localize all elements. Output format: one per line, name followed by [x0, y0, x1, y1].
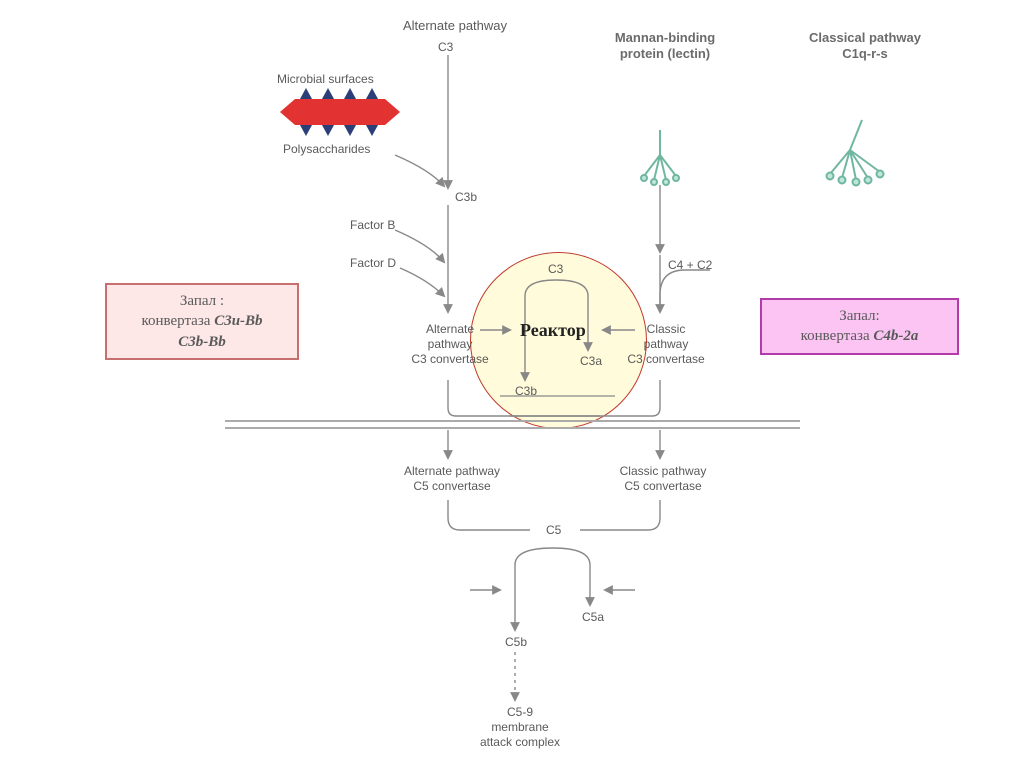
label-c3b-mid: C3b [515, 384, 537, 399]
diagram-svg [0, 0, 1024, 767]
label-c3-top: C3 [438, 40, 453, 55]
label-microbial: Microbial surfaces [277, 72, 374, 87]
box-right-zapal: Запал: конвертаза C4b-2a [760, 298, 959, 355]
label-mac: C5-9 membrane attack complex [470, 705, 570, 750]
label-c5: C5 [546, 523, 561, 538]
label-c3-mid: C3 [548, 262, 563, 277]
header-classical: Classical pathway C1q-r-s [780, 30, 950, 63]
label-classic-c5-convertase: Classic pathway C5 convertase [608, 464, 718, 494]
label-c3b: C3b [455, 190, 477, 205]
label-c5a: C5a [582, 610, 604, 625]
label-factor-d: Factor D [350, 256, 396, 271]
label-alt-c5-convertase: Alternate pathway C5 convertase [392, 464, 512, 494]
box-left-em1: C3u-Bb [214, 313, 262, 329]
box-right-line1: Запал: [839, 308, 879, 324]
label-alt-c3-convertase: Alternate pathway C3 convertase [400, 322, 500, 367]
label-classic-c3-convertase: Classic pathway C3 convertase [616, 322, 716, 367]
lectin-icon [641, 130, 679, 185]
box-left-zapal: Запал : конвертаза C3u-Bb C3b-Bb [105, 283, 299, 360]
header-alternate: Alternate pathway [380, 18, 530, 34]
label-polysaccharides: Polysaccharides [283, 142, 370, 157]
box-right-em1: C4b-2a [873, 328, 918, 344]
box-left-line1: Запал : [180, 293, 224, 309]
label-c3a: C3a [580, 354, 602, 369]
box-right-line2: конвертаза [801, 328, 870, 344]
label-c5b: C5b [505, 635, 527, 650]
header-lectin: Mannan-binding protein (lectin) [590, 30, 740, 63]
box-left-line2a: конвертаза [141, 313, 210, 329]
label-factor-b: Factor B [350, 218, 395, 233]
label-c4c2: C4 + C2 [668, 258, 712, 273]
reactor-label: Реактор [520, 320, 586, 341]
c1q-icon [827, 120, 884, 186]
microbe-icon [280, 88, 400, 136]
box-left-em2: C3b-Bb [178, 334, 226, 350]
